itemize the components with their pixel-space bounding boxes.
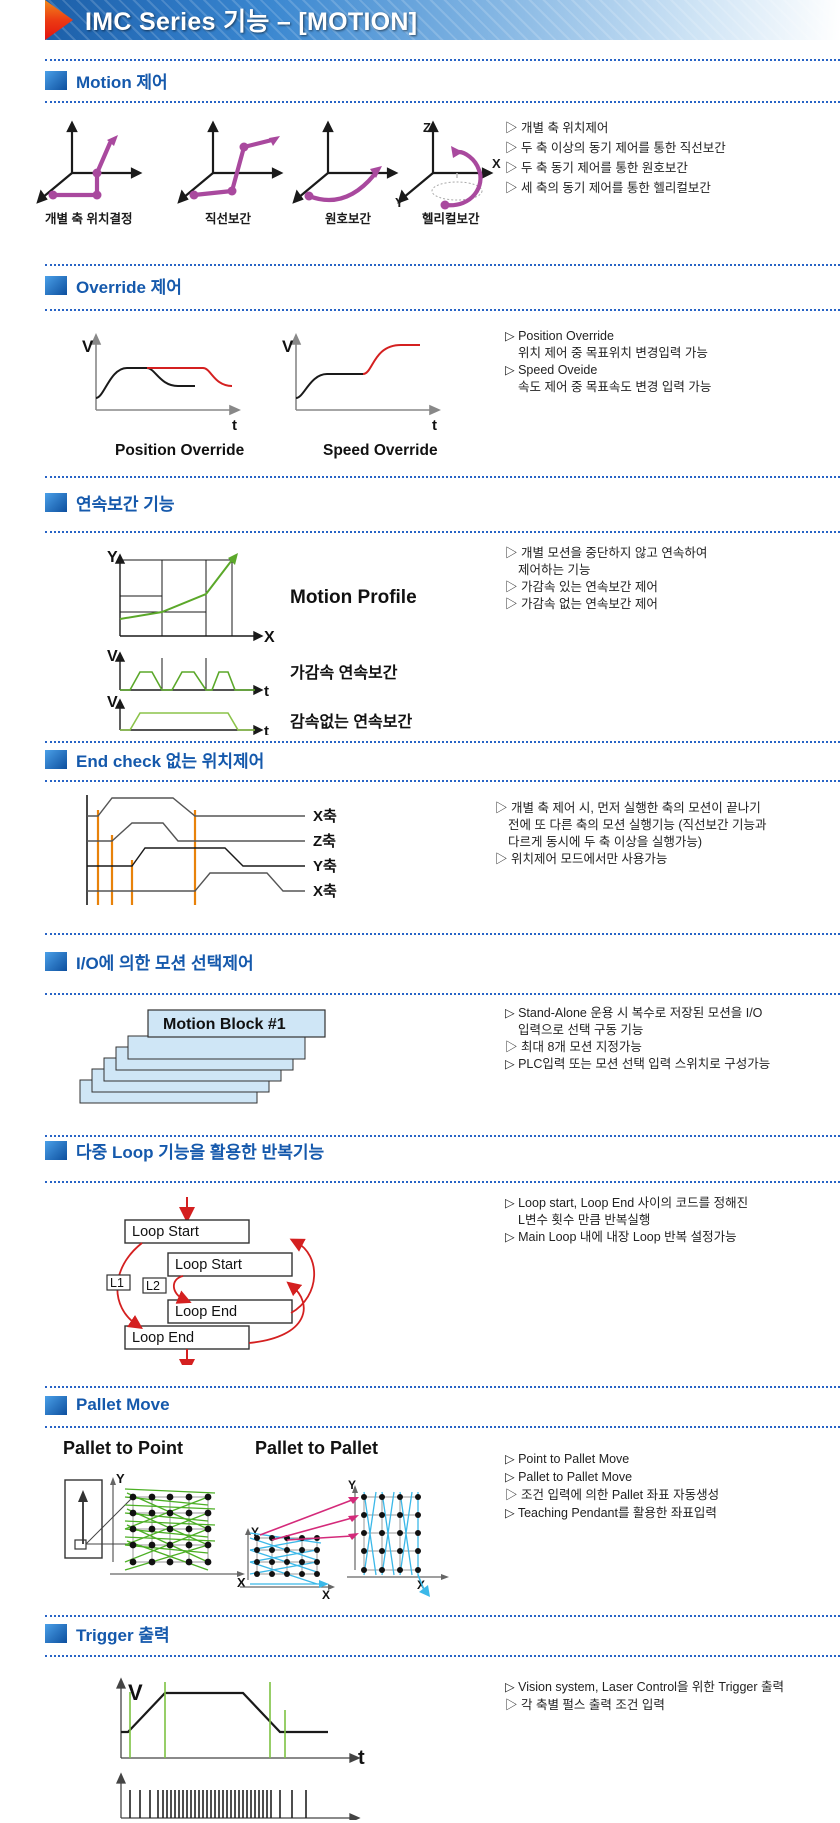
svg-text:Y축: Y축 [313, 858, 337, 875]
svg-text:X축: X축 [313, 808, 337, 825]
svg-text:헬리컬보간: 헬리컬보간 [422, 211, 480, 226]
svg-text:t: t [264, 683, 269, 700]
svg-text:Position Override: Position Override [115, 442, 245, 459]
svg-text:t: t [358, 1747, 365, 1769]
svg-text:개별 축 위치결정: 개별 축 위치결정 [45, 211, 132, 226]
svg-text:Loop End: Loop End [175, 1304, 237, 1320]
svg-text:직선보간: 직선보간 [205, 211, 252, 226]
svg-text:Y: Y [107, 550, 118, 566]
svg-text:가감속 연속보간: 가감속 연속보간 [290, 663, 398, 682]
svg-text:원호보간: 원호보간 [325, 211, 372, 226]
svg-text:Pallet to Point: Pallet to Point [63, 1438, 183, 1458]
svg-text:t: t [432, 417, 437, 434]
svg-text:V: V [82, 337, 94, 356]
svg-text:X: X [492, 156, 501, 171]
svg-text:V: V [107, 694, 118, 711]
svg-text:L1: L1 [110, 1276, 124, 1290]
svg-text:Y: Y [348, 1478, 356, 1492]
svg-text:V: V [107, 648, 118, 665]
svg-text:X: X [322, 1588, 330, 1602]
svg-text:Pallet to Pallet: Pallet to Pallet [255, 1438, 378, 1458]
svg-text:Y: Y [395, 195, 404, 210]
svg-text:t: t [264, 723, 269, 735]
svg-text:L2: L2 [146, 1279, 160, 1293]
svg-text:Speed Override: Speed Override [323, 442, 438, 459]
svg-text:Y: Y [116, 1471, 125, 1486]
svg-text:V: V [282, 337, 294, 356]
svg-text:X축: X축 [313, 883, 337, 900]
svg-text:Z축: Z축 [313, 833, 336, 850]
svg-text:Loop Start: Loop Start [132, 1224, 199, 1240]
svg-text:Motion Block #1: Motion Block #1 [163, 1016, 286, 1033]
svg-text:감속없는 연속보간: 감속없는 연속보간 [290, 712, 412, 731]
svg-text:X: X [264, 629, 275, 646]
svg-text:Motion Profile: Motion Profile [290, 587, 417, 608]
svg-text:Z: Z [423, 120, 431, 135]
svg-text:Loop Start: Loop Start [175, 1257, 242, 1273]
svg-text:Loop End: Loop End [132, 1330, 194, 1346]
svg-text:t: t [232, 417, 237, 434]
